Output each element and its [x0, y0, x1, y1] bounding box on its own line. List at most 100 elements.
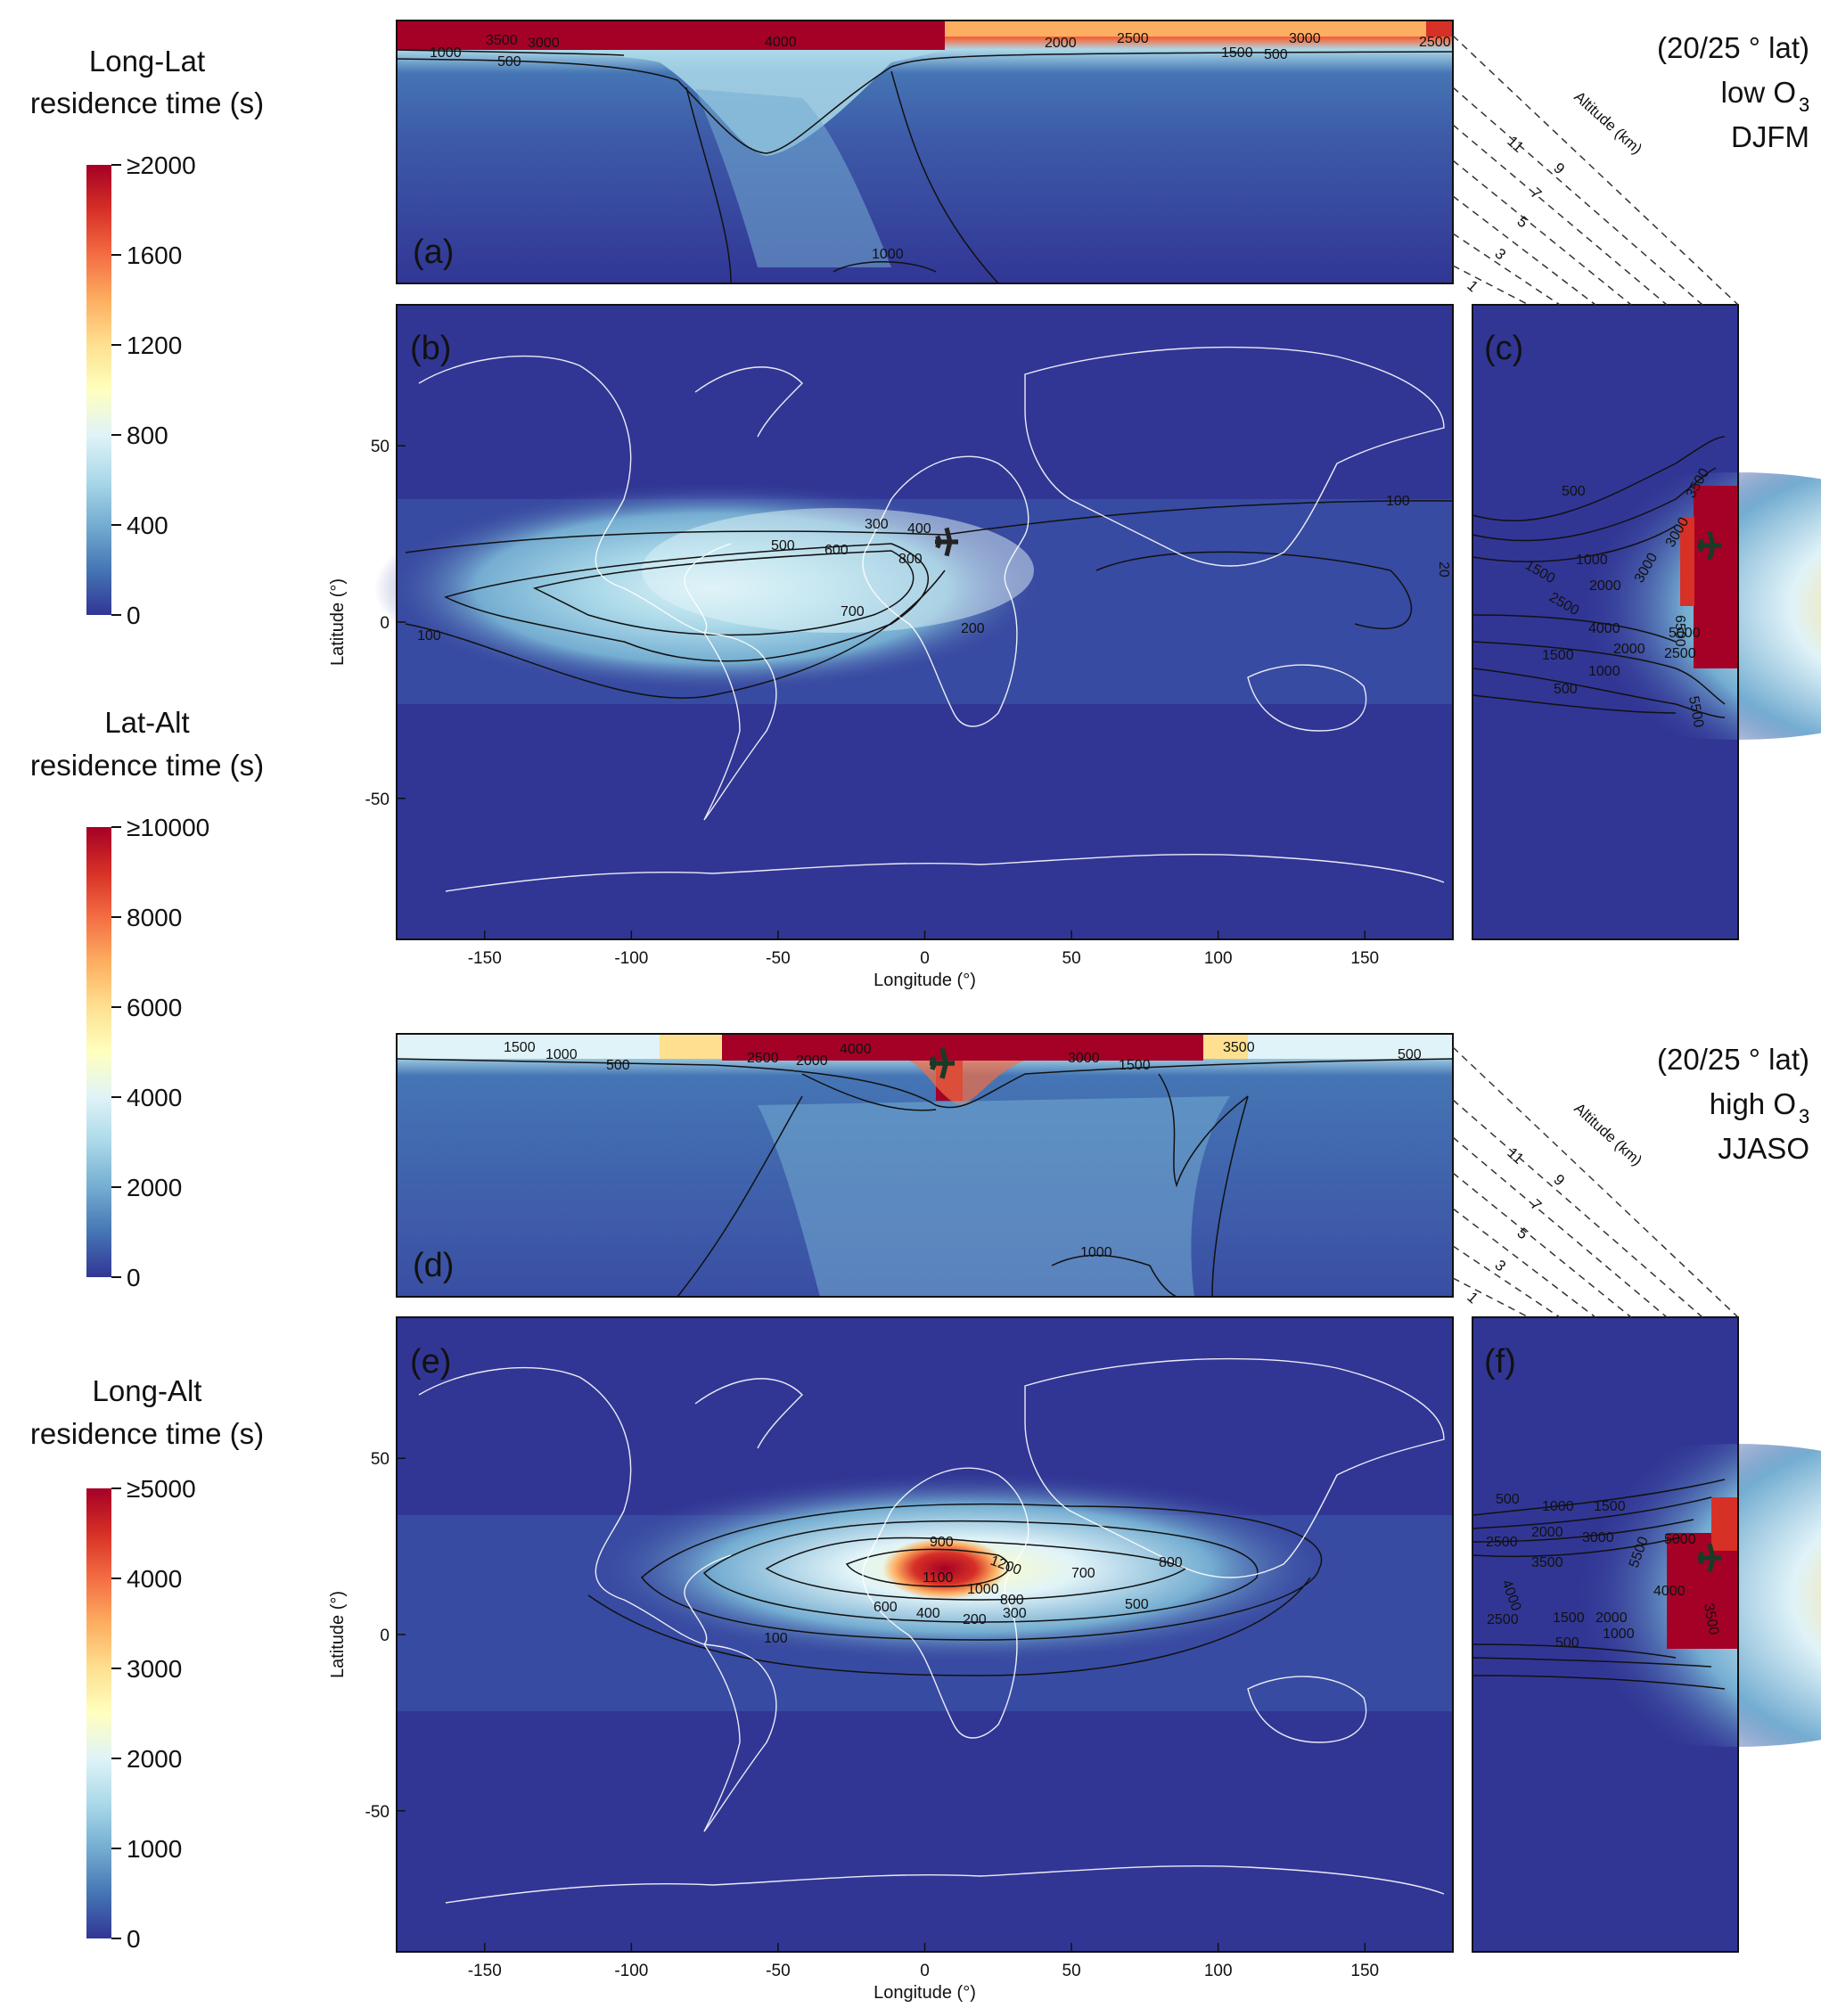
- panel-letter-a: (a): [413, 234, 454, 271]
- altitude-tick-label: 1: [1464, 277, 1481, 295]
- contour-label: 200: [961, 621, 985, 636]
- contour-label: 4000: [765, 35, 797, 50]
- scenario-label-line2: high O: [1710, 1087, 1796, 1120]
- altitude-axis-title: Altitude (km): [1571, 1100, 1645, 1169]
- contour-label: 500: [1398, 1047, 1422, 1062]
- panel-letter-c: (c): [1484, 330, 1523, 367]
- contour-label: 2500: [1487, 1612, 1519, 1627]
- contour-label: 700: [1071, 1566, 1095, 1581]
- contour-label: 300: [1003, 1606, 1027, 1621]
- colorbar-tick-label: ≥2000: [127, 152, 196, 179]
- y-tick-label: 0: [380, 1627, 390, 1645]
- contour-label: 2000: [1613, 642, 1645, 657]
- contour-label: 3500: [1531, 1555, 1563, 1570]
- y-tick-label: -50: [365, 791, 390, 809]
- colorbar-tick-label: 0: [127, 1264, 141, 1291]
- altitude-tick-label: 5: [1513, 213, 1531, 231]
- colorbar-tick-label: 1600: [127, 242, 182, 269]
- colorbar-tick-label: 0: [127, 1925, 141, 1953]
- contour-label: 1500: [1553, 1610, 1585, 1626]
- x-tick-label: -50: [766, 949, 790, 968]
- altitude-axis-title: Altitude (km): [1571, 88, 1645, 158]
- y-tick-label: 50: [371, 438, 390, 456]
- colorbar-title-line2: residence time (s): [30, 1417, 264, 1450]
- x-tick-label: -100: [614, 1962, 648, 1980]
- x-tick-label: -150: [468, 949, 502, 968]
- scenario-label-2: (20/25 ° lat) high O 3 JJASO: [1657, 1043, 1809, 1165]
- altitude-tick-label: 3: [1491, 245, 1509, 263]
- contour-label: 2000: [1589, 578, 1621, 594]
- colorbar-tick-label: 800: [127, 422, 168, 449]
- x-tick-label: -100: [614, 949, 648, 968]
- colorbar-tick-label: 400: [127, 512, 168, 539]
- y-tick-label: 50: [371, 1450, 390, 1469]
- x-tick-label: 100: [1204, 1962, 1233, 1980]
- scenario-label-line1: (20/25 ° lat): [1657, 31, 1809, 64]
- contour-label: 1000: [872, 247, 904, 262]
- contour-label: 4000: [1653, 1584, 1686, 1599]
- contour-label: 2000: [1531, 1525, 1563, 1540]
- contour-label: 1100: [923, 1570, 954, 1586]
- colorbar-tick-label: ≥10000: [127, 814, 209, 841]
- contour-label: 500: [606, 1058, 630, 1073]
- colorbar-gradient: [86, 165, 111, 615]
- panel-letter-e: (e): [410, 1343, 451, 1381]
- contour-label: 700: [841, 604, 865, 619]
- panel-letter-f: (f): [1484, 1343, 1516, 1381]
- contour-label: 2000: [1045, 36, 1077, 51]
- contour-label: 1000: [1080, 1245, 1112, 1260]
- altitude-tick-label: 11: [1504, 1144, 1527, 1168]
- colorbar-tick-label: 6000: [127, 994, 182, 1021]
- contour-label: 600: [824, 543, 849, 558]
- contour-label: 100: [764, 1631, 788, 1646]
- colorbar-title-line1: Long-Lat: [89, 45, 205, 78]
- panel-d-long-alt: 1500 1000 500 2500 2000 4000 3000 1500 3500 500 10…: [396, 1033, 1454, 1298]
- x-tick-label: 150: [1350, 1962, 1379, 1980]
- contour-label: 1000: [967, 1582, 999, 1597]
- contour-label: 1500: [504, 1040, 536, 1055]
- y-axis-label: Latitude (°): [328, 1591, 348, 1678]
- contour-label: 3000: [1289, 31, 1321, 46]
- contour-label: 5000: [1669, 626, 1701, 641]
- x-axis-label: Longitude (°): [874, 1983, 976, 2003]
- contour-label: 400: [916, 1606, 940, 1621]
- x-tick-label: 50: [1062, 949, 1081, 968]
- scenario-label-line2: low O: [1721, 76, 1796, 109]
- colorbar-long-lat: Long-Lat residence time (s) ≥2000 1600 120…: [30, 45, 264, 629]
- contour-label: 200: [963, 1612, 987, 1627]
- contour-label: 900: [930, 1535, 954, 1550]
- contour-label: 3500: [1223, 1040, 1255, 1055]
- altitude-tick-label: 1: [1464, 1289, 1481, 1307]
- contour-label: 600: [874, 1600, 898, 1615]
- contour-label: 1500: [1542, 648, 1574, 663]
- altitude-tick-label: 9: [1550, 160, 1568, 177]
- contour-label: 3000: [528, 36, 560, 51]
- altitude-tick-label: 11: [1504, 133, 1527, 156]
- contour-label: 500: [1562, 484, 1586, 499]
- colorbar-gradient: [86, 1488, 111, 1938]
- contour-label: 100: [1386, 494, 1410, 509]
- contour-label: 1500: [1119, 1058, 1151, 1073]
- contour-label: 3000: [1068, 1051, 1100, 1066]
- contour-label: 3500: [1701, 1602, 1721, 1636]
- altitude-tick-label: 7: [1527, 1196, 1545, 1214]
- altitude-tick-label: 3: [1491, 1257, 1509, 1274]
- colorbar-title-line2: residence time (s): [30, 749, 264, 782]
- x-tick-label: -150: [468, 1962, 502, 1980]
- contour-label: 2000: [796, 1053, 828, 1069]
- contour-label: 2500: [1117, 31, 1149, 46]
- contour-label: 1000: [1576, 553, 1608, 568]
- contour-label: 1000: [1542, 1499, 1574, 1514]
- contour-label: 1000: [545, 1047, 578, 1062]
- contour-label: 2500: [1664, 646, 1696, 661]
- altitude-guide-2: 11 97 531 Altitude (km): [1452, 1046, 1739, 1318]
- contour-label: 1000: [1588, 664, 1620, 679]
- colorbar-gradient: [86, 827, 111, 1277]
- contour-label: 500: [497, 54, 521, 70]
- colorbar-tick-label: 2000: [127, 1174, 182, 1201]
- y-axis-label: Latitude (°): [328, 578, 348, 666]
